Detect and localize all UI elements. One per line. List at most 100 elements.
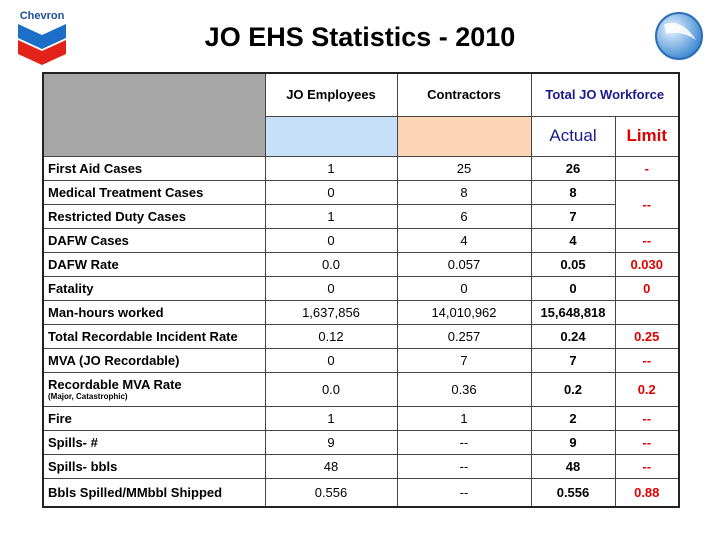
- table-row: Recordable MVA Rate (Major, Catastrophic)…: [42, 371, 680, 407]
- jo-employees-cell: 0.0: [264, 251, 398, 277]
- table-row: DAFW Rate 0.0 0.057 0.05 0.030: [42, 251, 680, 277]
- logo-chevron: [18, 40, 66, 65]
- column-header: JO Employees: [264, 72, 398, 117]
- contractors-cell: 8: [396, 179, 532, 205]
- actual-cell: 8: [530, 179, 616, 205]
- actual-cell: 0.05: [530, 251, 616, 277]
- actual-cell: 2: [530, 405, 616, 431]
- row-label-text: Fatality: [48, 280, 94, 296]
- contractors-cell: 25: [396, 155, 532, 181]
- table-row: Fire 1 1 2 --: [42, 405, 680, 431]
- row-label-text: Restricted Duty Cases: [48, 208, 186, 224]
- row-label: MVA (JO Recordable): [42, 347, 266, 373]
- logo-chevron: [18, 24, 66, 49]
- jo-employees-cell: 1: [264, 405, 398, 431]
- header-blank: [42, 72, 266, 157]
- actual-cell: 15,648,818: [530, 299, 616, 325]
- table-row: Restricted Duty Cases 1 6 7: [42, 203, 679, 229]
- jo-employees-cell: 9: [264, 429, 398, 455]
- actual-cell: 26: [530, 155, 616, 181]
- row-label-text: Spills- #: [48, 434, 98, 450]
- limit-cell: --: [614, 405, 680, 431]
- jo-employees-cell: 0: [264, 227, 398, 253]
- row-label: Spills- bbls: [42, 453, 266, 479]
- limit-cell: --: [614, 453, 680, 479]
- row-label: Fire: [42, 405, 266, 431]
- actual-cell: 0.556: [530, 477, 616, 508]
- limit-cell: --: [614, 347, 680, 373]
- contractors-cell: 0.057: [396, 251, 532, 277]
- header-row: JO Employees Contractors Total JO Workfo…: [42, 72, 680, 157]
- subcolumn-header: Actual: [530, 115, 616, 157]
- jo-employees-cell: 0: [264, 179, 398, 205]
- table-row: Total Recordable Incident Rate 0.12 0.257 0…: [42, 323, 680, 349]
- row-label-text: Man-hours worked: [48, 304, 164, 320]
- table-row: First Aid Cases 1 25 26-: [42, 155, 680, 181]
- actual-cell: 0: [530, 275, 616, 301]
- contractors-cell: --: [396, 429, 532, 455]
- globe-icon: [655, 12, 703, 60]
- table-body: JO Employees Contractors Total JO Workfo…: [42, 72, 680, 508]
- jo-employees-cell: 0.12: [264, 323, 398, 349]
- row-label-text: MVA (JO Recordable): [48, 352, 180, 368]
- limit-cell-empty: [614, 299, 680, 325]
- table-row: Bbls Spilled/MMbbl Shipped 0.556 -- 0.556 0.…: [42, 477, 680, 508]
- row-label-text: Fire: [48, 410, 72, 426]
- row-label: Medical Treatment Cases: [42, 179, 266, 205]
- row-label: Total Recordable Incident Rate: [42, 323, 266, 349]
- row-label-text: Medical Treatment Cases: [48, 184, 204, 200]
- row-label: DAFW Cases: [42, 227, 266, 253]
- actual-cell: 7: [530, 347, 616, 373]
- row-label-text: Total Recordable Incident Rate: [48, 328, 238, 344]
- jo-employees-cell: 0.0: [264, 371, 398, 407]
- row-label-text: DAFW Rate: [48, 256, 119, 272]
- logo-text: Chevron: [20, 10, 65, 22]
- contractors-cell: 0: [396, 275, 532, 301]
- row-label-note: (Major, Catastrophic): [48, 392, 128, 401]
- actual-cell: 7: [530, 203, 616, 229]
- row-label: Recordable MVA Rate (Major, Catastrophic): [42, 371, 266, 407]
- header-fill: [264, 115, 398, 157]
- stats-table: JO Employees Contractors Total JO Workfo…: [42, 72, 680, 508]
- limit-cell: 0.25: [614, 323, 680, 349]
- table-row: Medical Treatment Cases 0 8 8 --: [42, 179, 680, 229]
- limit-cell: --: [614, 429, 680, 455]
- title: JO EHS Statistics - 2010: [204, 22, 516, 52]
- limit-cell: -: [614, 155, 680, 181]
- row-label: DAFW Rate: [42, 251, 266, 277]
- limit-cell: --: [614, 179, 680, 229]
- actual-cell: 0.24: [530, 323, 616, 349]
- row-label: Man-hours worked: [42, 299, 266, 325]
- contractors-cell: 14,010,962: [396, 299, 532, 325]
- actual-cell: 48: [530, 453, 616, 479]
- row-label: First Aid Cases: [42, 155, 266, 181]
- column-header: Total JO Workforce: [530, 72, 680, 117]
- table-row: MVA (JO Recordable) 0 7 7 --: [42, 347, 680, 373]
- row-label-text: Bbls Spilled/MMbbl Shipped: [48, 484, 223, 500]
- contractors-cell: --: [396, 477, 532, 508]
- actual-cell: 0.2: [530, 371, 616, 407]
- jo-employees-cell: 0: [264, 275, 398, 301]
- column-header: Contractors: [396, 72, 532, 117]
- contractors-cell: 7: [396, 347, 532, 373]
- table-row: Spills- #9 -- 9 --: [42, 429, 680, 455]
- limit-cell: 0.030: [614, 251, 680, 277]
- actual-cell: 4: [530, 227, 616, 253]
- jo-employees-cell: 1: [264, 203, 398, 229]
- jo-employees-cell: 1,637,856: [264, 299, 398, 325]
- row-label: Bbls Spilled/MMbbl Shipped: [42, 477, 266, 508]
- row-label-text: Recordable MVA Rate: [48, 377, 182, 392]
- table-row: Man-hours worked 1,637,856 14,010,962 15,64…: [42, 299, 680, 325]
- jo-employees-cell: 48: [264, 453, 398, 479]
- row-label: Spills- #: [42, 429, 266, 455]
- jo-employees-cell: 0.556: [264, 477, 398, 508]
- contractors-cell: 0.257: [396, 323, 532, 349]
- row-label-text: Spills- bbls: [48, 458, 118, 474]
- jo-employees-cell: 0: [264, 347, 398, 373]
- limit-cell: 0.2: [614, 371, 680, 407]
- contractors-cell: --: [396, 453, 532, 479]
- row-label: Restricted Duty Cases: [42, 203, 266, 229]
- contractors-cell: 0.36: [396, 371, 532, 407]
- subheader-row: Actual Limit: [43, 115, 680, 157]
